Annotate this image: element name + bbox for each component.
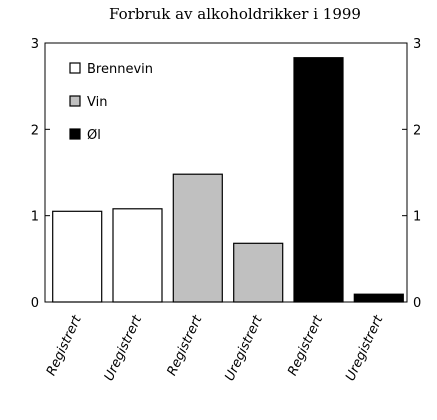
bar-2 xyxy=(112,208,163,303)
y-tick-left-label: 2 xyxy=(31,123,39,138)
y-tick-right-label: 1 xyxy=(413,210,421,225)
legend-label: Øl xyxy=(87,128,101,143)
legend-swatch xyxy=(69,128,81,140)
plot-frame xyxy=(44,42,408,303)
legend-swatch xyxy=(69,62,81,74)
x-tick-label: Registrert xyxy=(285,313,326,379)
y-axis-left: 0 1 2 3 xyxy=(31,37,50,311)
y-axis-right: 0 1 2 3 xyxy=(402,37,421,311)
x-axis: Registrert Uregistrert Registrert Uregistre… xyxy=(44,313,387,384)
y-tick-right-label: 0 xyxy=(413,296,421,311)
y-tick-left-label: 0 xyxy=(31,296,39,311)
y-tick-left-label: 3 xyxy=(31,37,39,52)
legend: Brennevin Vin Øl xyxy=(69,62,153,143)
bar-5 xyxy=(293,57,344,303)
x-tick-label: Registrert xyxy=(165,313,206,379)
bar-3 xyxy=(172,173,223,303)
bar-1 xyxy=(52,210,103,303)
legend-swatch xyxy=(69,95,81,107)
x-tick-label: Uregistrert xyxy=(102,313,146,384)
y-tick-right-label: 2 xyxy=(413,123,421,138)
y-tick-left-label: 1 xyxy=(31,210,39,225)
x-tick-label: Uregistrert xyxy=(222,313,266,384)
y-tick-right-label: 3 xyxy=(413,37,421,52)
legend-label: Brennevin xyxy=(87,62,153,77)
bars-group xyxy=(52,57,404,303)
bar-4 xyxy=(233,242,284,303)
x-tick-label: Registrert xyxy=(44,313,85,379)
legend-label: Vin xyxy=(87,95,107,110)
bar-6 xyxy=(353,293,404,303)
chart-title: Forbruk av alkoholdrikker i 1999 xyxy=(109,5,361,23)
x-tick-label: Uregistrert xyxy=(343,313,387,384)
